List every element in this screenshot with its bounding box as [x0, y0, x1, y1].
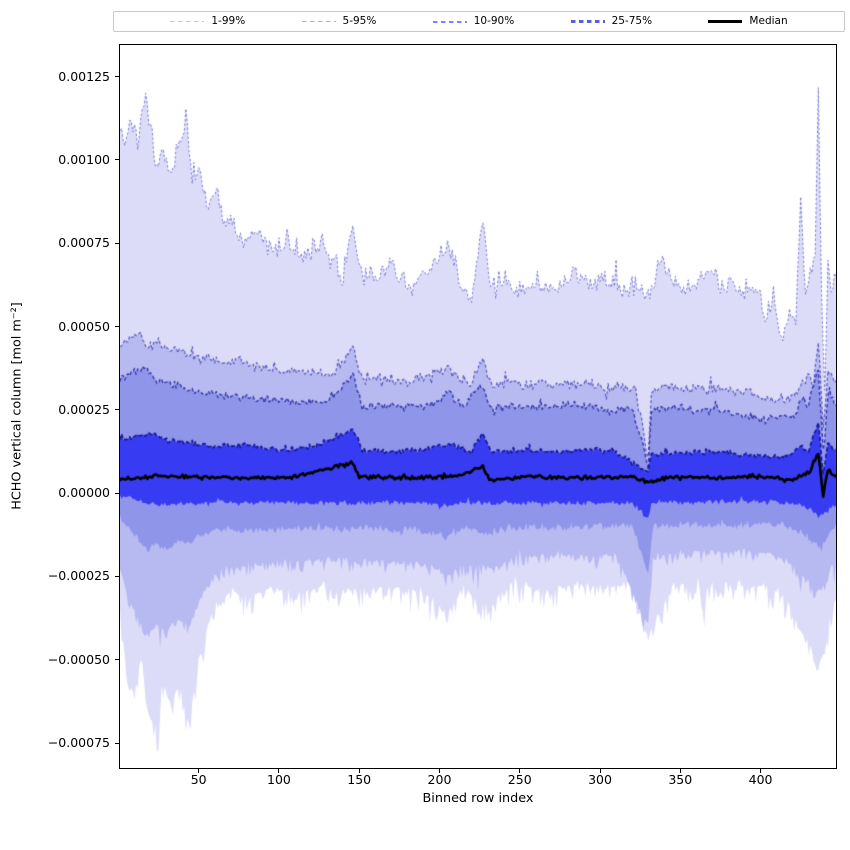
- x-tick-mark: [278, 769, 280, 773]
- x-tick-label: 200: [427, 772, 452, 787]
- legend-dashed-line-sample: [170, 21, 205, 22]
- y-tick-label: 0.00125: [58, 68, 110, 84]
- x-tick-label: 50: [190, 772, 207, 787]
- y-tick-label: 0.00025: [58, 401, 110, 417]
- x-tick-label: 250: [507, 772, 532, 787]
- y-tick-label: 0.00100: [58, 151, 110, 167]
- x-tick-mark: [760, 769, 762, 773]
- y-axis-label: HCHO vertical column [mol m⁻²]: [9, 302, 25, 510]
- legend-dashed-line-sample: [301, 20, 336, 23]
- legend-item-1-99-: 1-99%: [170, 16, 245, 27]
- x-tick-label: 350: [668, 772, 693, 787]
- y-tick-mark: [115, 76, 119, 78]
- x-tick-label: 100: [266, 772, 291, 787]
- plot-area: [119, 44, 837, 769]
- y-tick-label: −0.00025: [47, 568, 110, 584]
- legend: 1-99% 5-95% 10-90% 25-75% Median: [113, 11, 845, 32]
- legend-label: 1-99%: [211, 15, 246, 27]
- legend-dashed-line-sample: [432, 20, 467, 23]
- x-tick-mark: [519, 769, 521, 773]
- y-tick-mark: [115, 575, 119, 577]
- x-tick-label: 300: [588, 772, 612, 787]
- percentile-fan-chart-canvas: [120, 45, 836, 768]
- y-tick-label: 0.00075: [58, 235, 110, 251]
- legend-label: 25-75%: [611, 15, 653, 27]
- y-tick-label: 0.00000: [58, 485, 110, 501]
- x-tick-mark: [679, 769, 681, 773]
- y-tick-mark: [115, 659, 119, 661]
- y-tick-label: −0.00050: [47, 651, 110, 667]
- legend-item-5-95-: 5-95%: [301, 15, 377, 27]
- y-tick-mark: [115, 742, 119, 744]
- x-tick-mark: [599, 769, 601, 773]
- y-tick-mark: [115, 159, 119, 161]
- x-tick-mark: [198, 769, 200, 773]
- y-tick-label: −0.00075: [47, 735, 110, 750]
- y-tick-mark: [115, 492, 119, 494]
- y-tick-mark: [115, 409, 119, 411]
- y-tick-label: 0.00050: [58, 318, 110, 334]
- y-tick-mark: [115, 242, 119, 244]
- legend-item-10-90-: 10-90%: [432, 15, 515, 27]
- legend-label: Median: [749, 15, 788, 27]
- legend-solid-line-sample: [708, 20, 743, 23]
- legend-item-median: Median: [708, 15, 788, 27]
- legend-dashed-line-sample: [570, 20, 605, 23]
- legend-label: 5-95%: [342, 15, 377, 27]
- x-axis-label: Binned row index: [422, 791, 534, 806]
- legend-label: 10-90%: [473, 15, 515, 27]
- legend-item-25-75-: 25-75%: [570, 15, 653, 27]
- y-tick-mark: [115, 326, 119, 328]
- x-tick-mark: [438, 769, 440, 773]
- x-tick-label: 150: [347, 772, 372, 787]
- x-tick-mark: [358, 769, 360, 773]
- x-tick-label: 400: [748, 772, 773, 787]
